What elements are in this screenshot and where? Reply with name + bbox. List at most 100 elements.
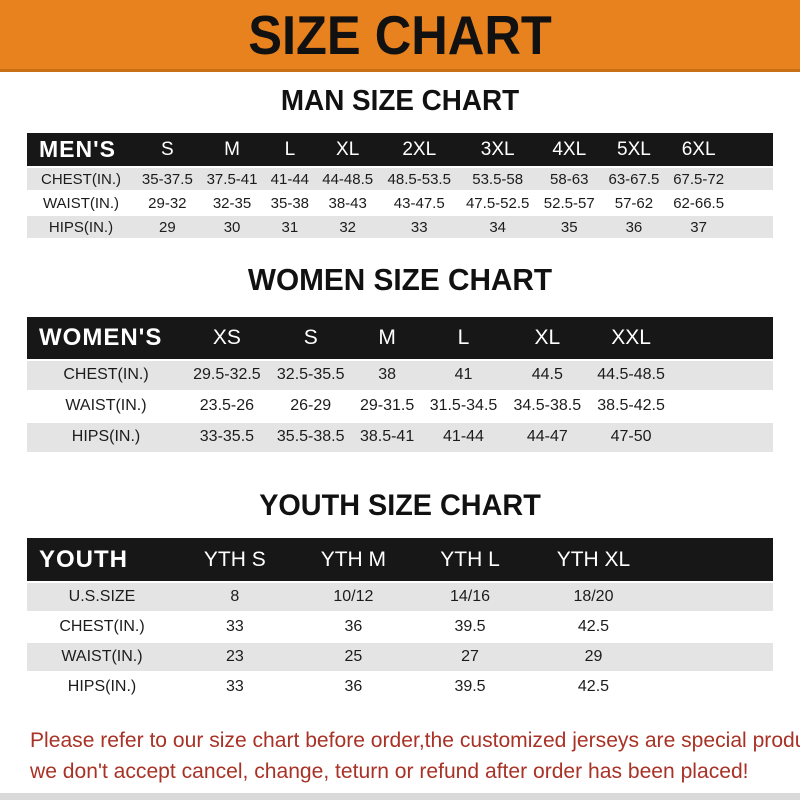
size-column-header: XL bbox=[315, 133, 381, 169]
size-column-header: YTH S bbox=[177, 538, 293, 584]
size-value-cell: 29-31.5 bbox=[352, 390, 422, 423]
size-value-cell: 36 bbox=[292, 672, 415, 704]
size-value-cell: 31 bbox=[264, 215, 316, 241]
size-column-header: 5XL bbox=[601, 133, 667, 169]
header-spacer bbox=[731, 133, 773, 169]
measurement-label: U.S.SIZE bbox=[27, 582, 177, 614]
size-value-cell: 47-50 bbox=[589, 421, 673, 454]
size-value-cell: 34 bbox=[458, 215, 537, 241]
size-value-cell: 30 bbox=[199, 215, 265, 241]
size-value-cell: 63-67.5 bbox=[601, 167, 667, 193]
size-column-header: 3XL bbox=[458, 133, 537, 169]
size-value-cell: 32.5-35.5 bbox=[268, 359, 353, 392]
women-section-heading: WOMEN SIZE CHART bbox=[247, 262, 553, 298]
size-column-header: YTH L bbox=[414, 538, 526, 584]
size-column-header: L bbox=[421, 316, 506, 361]
women-size-table: WOMEN'S XS S M L XL XXL CHEST(IN.) 29.5-32.5 32.5… bbox=[27, 316, 773, 454]
size-value-cell: 35.5-38.5 bbox=[268, 421, 353, 454]
measurement-row: HIPS(IN.) 29 30 31 32 33 34 35 36 37 bbox=[27, 215, 773, 241]
size-value-cell: 29.5-32.5 bbox=[185, 359, 269, 392]
size-value-cell: 41-44 bbox=[421, 421, 506, 454]
size-value-cell: 48.5-53.5 bbox=[380, 167, 459, 193]
measurement-row: CHEST(IN.) 35-37.5 37.5-41 41-44 44-48.5 48.5… bbox=[27, 167, 773, 193]
measurement-label: HIPS(IN.) bbox=[27, 421, 185, 454]
men-section-heading: MAN SIZE CHART bbox=[280, 85, 520, 117]
size-column-header: S bbox=[135, 133, 200, 169]
measurement-row: CHEST(IN.) 29.5-32.5 32.5-35.5 38 41 44.5 44.5… bbox=[27, 359, 773, 392]
size-value-cell: 37.5-41 bbox=[199, 167, 265, 193]
size-column-header: M bbox=[352, 316, 422, 361]
size-value-cell: 35-38 bbox=[264, 191, 316, 217]
measurement-row: CHEST(IN.) 33 36 39.5 42.5 bbox=[27, 612, 773, 644]
size-value-cell: 8 bbox=[177, 582, 293, 614]
measurement-row: WAIST(IN.) 23 25 27 29 bbox=[27, 642, 773, 674]
size-value-cell: 31.5-34.5 bbox=[421, 390, 506, 423]
size-value-cell: 57-62 bbox=[601, 191, 667, 217]
measurement-label: CHEST(IN.) bbox=[27, 612, 177, 644]
size-column-header: YTH M bbox=[292, 538, 415, 584]
header-spacer bbox=[673, 316, 773, 361]
size-value-cell: 67.5-72 bbox=[666, 167, 731, 193]
row-spacer bbox=[673, 390, 773, 423]
size-value-cell: 39.5 bbox=[414, 612, 526, 644]
size-value-cell: 42.5 bbox=[525, 672, 661, 704]
measurement-label: WAIST(IN.) bbox=[27, 642, 177, 674]
size-column-header: XS bbox=[185, 316, 269, 361]
banner-title: SIZE CHART bbox=[248, 4, 552, 66]
size-value-cell: 44-47 bbox=[505, 421, 590, 454]
size-value-cell: 37 bbox=[666, 215, 731, 241]
row-spacer bbox=[661, 642, 773, 674]
size-value-cell: 35-37.5 bbox=[135, 167, 200, 193]
size-value-cell: 33 bbox=[177, 672, 293, 704]
size-header-row: WOMEN'S XS S M L XL XXL bbox=[27, 316, 773, 361]
order-policy-line-2: we don't accept cancel, change, teturn o… bbox=[30, 759, 749, 784]
size-value-cell: 33 bbox=[380, 215, 459, 241]
size-value-cell: 62-66.5 bbox=[666, 191, 731, 217]
size-value-cell: 36 bbox=[601, 215, 667, 241]
size-value-cell: 44-48.5 bbox=[315, 167, 381, 193]
size-column-header: M bbox=[199, 133, 265, 169]
size-value-cell: 26-29 bbox=[268, 390, 353, 423]
order-policy-note: Please refer to our size chart before or… bbox=[30, 725, 800, 787]
men-size-table: MEN'S S M L XL 2XL 3XL 4XL 5XL 6XL CHEST(IN.) 35-37… bbox=[27, 133, 773, 241]
size-header-row: MEN'S S M L XL 2XL 3XL 4XL 5XL 6XL bbox=[27, 133, 773, 169]
men-size-section: MAN SIZE CHART MEN'S S M L XL 2XL 3XL 4XL 5XL 6XL… bbox=[0, 85, 800, 241]
group-label: MEN'S bbox=[27, 133, 135, 169]
size-value-cell: 29-32 bbox=[135, 191, 200, 217]
size-column-header: XL bbox=[505, 316, 590, 361]
size-value-cell: 18/20 bbox=[525, 582, 661, 614]
size-value-cell: 23.5-26 bbox=[185, 390, 269, 423]
size-value-cell: 58-63 bbox=[536, 167, 602, 193]
measurement-row: U.S.SIZE 8 10/12 14/16 18/20 bbox=[27, 582, 773, 614]
measurement-label: CHEST(IN.) bbox=[27, 167, 135, 193]
measurement-row: WAIST(IN.) 23.5-26 26-29 29-31.5 31.5-34.5 34… bbox=[27, 390, 773, 423]
row-spacer bbox=[673, 359, 773, 392]
size-value-cell: 33 bbox=[177, 612, 293, 644]
order-policy-line-1: Please refer to our size chart before or… bbox=[30, 728, 800, 753]
size-value-cell: 52.5-57 bbox=[536, 191, 602, 217]
size-value-cell: 38 bbox=[352, 359, 422, 392]
size-value-cell: 42.5 bbox=[525, 612, 661, 644]
size-value-cell: 38-43 bbox=[315, 191, 381, 217]
size-value-cell: 10/12 bbox=[292, 582, 415, 614]
measurement-label: WAIST(IN.) bbox=[27, 390, 185, 423]
size-value-cell: 34.5-38.5 bbox=[505, 390, 590, 423]
bottom-strip bbox=[0, 793, 800, 800]
size-value-cell: 41 bbox=[421, 359, 506, 392]
row-spacer bbox=[661, 582, 773, 614]
size-value-cell: 14/16 bbox=[414, 582, 526, 614]
measurement-label: HIPS(IN.) bbox=[27, 672, 177, 704]
group-label: YOUTH bbox=[27, 538, 177, 584]
youth-size-section: YOUTH SIZE CHART YOUTH YTH S YTH M YTH L YTH… bbox=[0, 490, 800, 704]
size-value-cell: 27 bbox=[414, 642, 526, 674]
size-value-cell: 32-35 bbox=[199, 191, 265, 217]
row-spacer bbox=[661, 672, 773, 704]
size-chart-banner: SIZE CHART bbox=[0, 0, 800, 72]
size-value-cell: 35 bbox=[536, 215, 602, 241]
size-column-header: L bbox=[264, 133, 316, 169]
size-column-header: YTH XL bbox=[525, 538, 661, 584]
measurement-row: HIPS(IN.) 33 36 39.5 42.5 bbox=[27, 672, 773, 704]
size-value-cell: 47.5-52.5 bbox=[458, 191, 537, 217]
row-spacer bbox=[731, 167, 773, 193]
size-value-cell: 44.5 bbox=[505, 359, 590, 392]
